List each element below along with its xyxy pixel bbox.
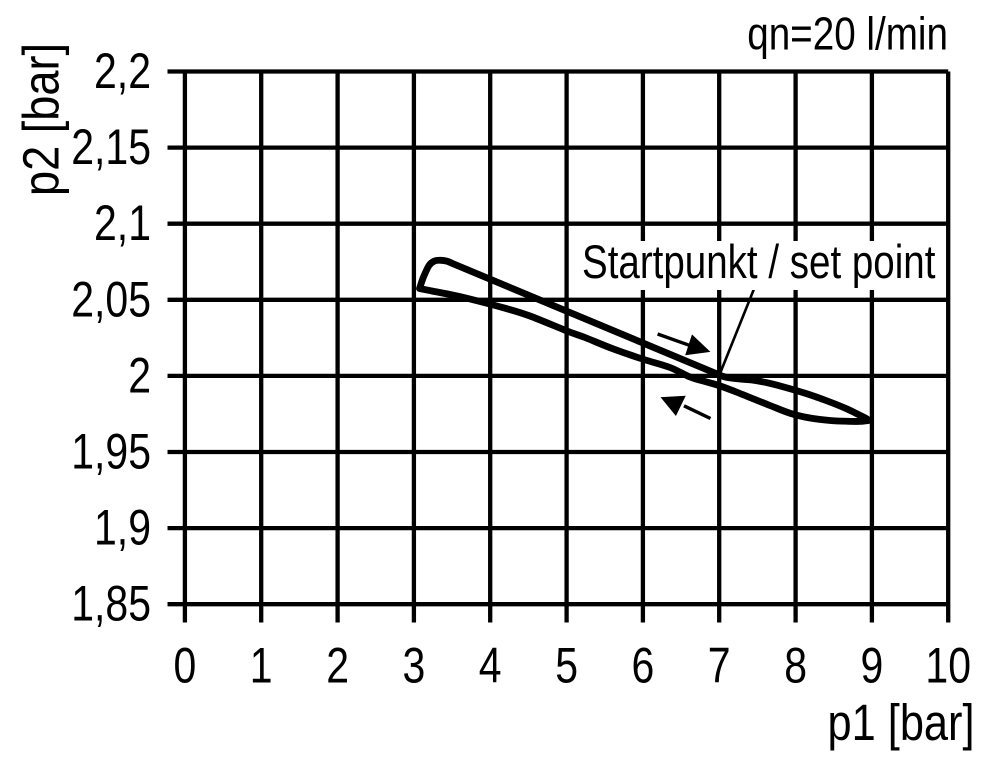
svg-text:2,15: 2,15: [71, 119, 151, 175]
svg-text:1,95: 1,95: [71, 424, 151, 480]
svg-text:8: 8: [784, 638, 807, 694]
svg-text:6: 6: [631, 638, 654, 694]
svg-text:10: 10: [925, 638, 971, 694]
svg-text:2,2: 2,2: [94, 43, 151, 99]
svg-text:Startpunkt / set point: Startpunkt / set point: [582, 236, 935, 288]
svg-text:1,9: 1,9: [94, 500, 151, 556]
svg-text:2: 2: [128, 348, 151, 404]
svg-text:p2 [bar]: p2 [bar]: [13, 43, 70, 196]
svg-text:3: 3: [402, 638, 425, 694]
svg-text:7: 7: [708, 638, 731, 694]
svg-text:2,1: 2,1: [94, 195, 151, 251]
svg-text:9: 9: [860, 638, 883, 694]
svg-text:2,05: 2,05: [71, 271, 151, 327]
svg-text:p1 [bar]: p1 [bar]: [828, 695, 975, 752]
svg-text:5: 5: [555, 638, 578, 694]
svg-text:4: 4: [479, 638, 502, 694]
svg-text:1: 1: [250, 638, 273, 694]
svg-text:1,85: 1,85: [71, 576, 151, 632]
svg-text:qn=20 l/min: qn=20 l/min: [747, 8, 948, 59]
svg-text:2: 2: [326, 638, 349, 694]
svg-text:0: 0: [173, 638, 196, 694]
